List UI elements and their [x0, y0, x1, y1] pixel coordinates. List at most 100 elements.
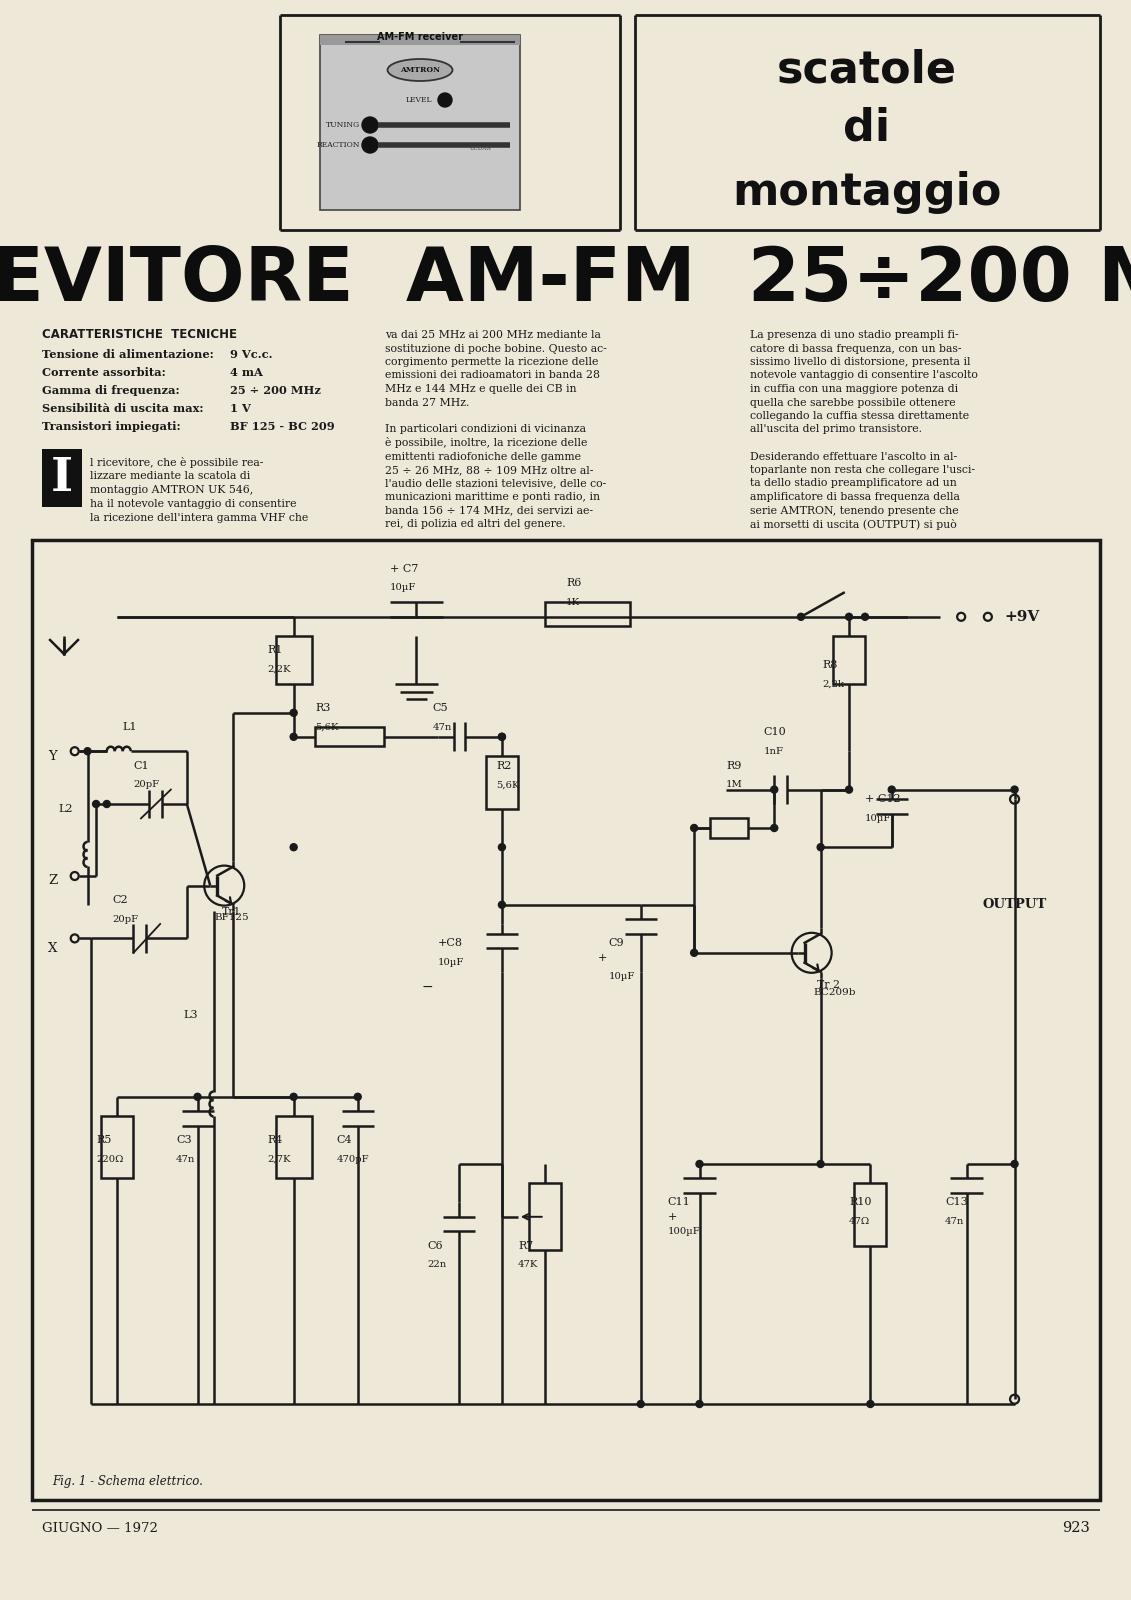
Text: 470pF: 470pF	[336, 1155, 369, 1163]
Text: corgimento permette la ricezione delle: corgimento permette la ricezione delle	[385, 357, 598, 366]
Circle shape	[862, 613, 869, 621]
Text: Z: Z	[48, 874, 58, 888]
Circle shape	[499, 733, 506, 741]
Text: municazioni marittime e ponti radio, in: municazioni marittime e ponti radio, in	[385, 493, 601, 502]
Circle shape	[846, 613, 853, 621]
Text: +9V: +9V	[1004, 610, 1039, 624]
Text: Tensione di alimentazione:: Tensione di alimentazione:	[42, 349, 214, 360]
Text: L3: L3	[183, 1010, 198, 1021]
Text: RICEVITORE  AM-FM  25÷200 MHz: RICEVITORE AM-FM 25÷200 MHz	[0, 243, 1131, 317]
Text: + C12: + C12	[865, 794, 900, 805]
Circle shape	[362, 117, 378, 133]
Circle shape	[93, 800, 100, 808]
Text: C3: C3	[176, 1134, 192, 1146]
Text: CARATTERISTICHE  TECNICHE: CARATTERISTICHE TECNICHE	[42, 328, 238, 341]
Text: sostituzione di poche bobine. Questo ac-: sostituzione di poche bobine. Questo ac-	[385, 344, 606, 354]
Text: +: +	[598, 952, 607, 963]
Circle shape	[792, 933, 831, 973]
Text: notevole vantaggio di consentire l'ascolto: notevole vantaggio di consentire l'ascol…	[750, 371, 978, 381]
Text: ta dello stadio preamplificatore ad un: ta dello stadio preamplificatore ad un	[750, 478, 957, 488]
Text: 1K: 1K	[566, 598, 580, 606]
Text: 9 Vc.c.: 9 Vc.c.	[230, 349, 273, 360]
Text: I: I	[51, 454, 74, 501]
Text: 47n: 47n	[176, 1155, 196, 1163]
Text: 4 mA: 4 mA	[230, 366, 262, 378]
Circle shape	[499, 843, 506, 851]
Text: ha il notevole vantaggio di consentire: ha il notevole vantaggio di consentire	[90, 499, 296, 509]
Text: 5,6K: 5,6K	[497, 781, 520, 789]
Circle shape	[817, 843, 824, 851]
Circle shape	[291, 843, 297, 851]
Text: Desiderando effettuare l'ascolto in al-: Desiderando effettuare l'ascolto in al-	[750, 451, 957, 461]
Text: C9: C9	[608, 938, 624, 949]
Text: banda 27 MHz.: banda 27 MHz.	[385, 397, 469, 408]
Bar	[276, 1117, 312, 1178]
Text: 10µF: 10µF	[390, 584, 416, 592]
Circle shape	[84, 747, 90, 755]
Text: R9: R9	[726, 760, 742, 771]
Text: toparlante non resta che collegare l'usci-: toparlante non resta che collegare l'usc…	[750, 466, 975, 475]
Text: X: X	[48, 941, 58, 955]
Text: l ricevitore, che è possibile rea-: l ricevitore, che è possibile rea-	[90, 456, 264, 467]
Bar	[42, 450, 83, 507]
Text: 1M: 1M	[726, 781, 743, 789]
Text: 20pF: 20pF	[133, 781, 159, 789]
Bar	[320, 35, 520, 45]
Text: BF125: BF125	[214, 914, 249, 922]
Circle shape	[362, 138, 378, 154]
Text: 10µF: 10µF	[608, 973, 636, 981]
Circle shape	[770, 786, 778, 794]
Circle shape	[291, 733, 297, 741]
Text: Gamma di frequenza:: Gamma di frequenza:	[42, 384, 180, 395]
Circle shape	[103, 800, 110, 808]
Text: quella che sarebbe possibile ottenere: quella che sarebbe possibile ottenere	[750, 397, 956, 408]
Bar	[102, 1117, 133, 1178]
Text: R4: R4	[267, 1134, 283, 1146]
Text: R6: R6	[566, 578, 581, 589]
Circle shape	[817, 1160, 824, 1168]
Text: in cuffia con una maggiore potenza di: in cuffia con una maggiore potenza di	[750, 384, 958, 394]
Text: 25 ÷ 26 MHz, 88 ÷ 109 MHz oltre al-: 25 ÷ 26 MHz, 88 ÷ 109 MHz oltre al-	[385, 466, 594, 475]
Text: banda 156 ÷ 174 MHz, dei servizi ae-: banda 156 ÷ 174 MHz, dei servizi ae-	[385, 506, 593, 515]
Text: C13: C13	[946, 1197, 968, 1208]
Text: C11: C11	[667, 1197, 690, 1208]
Text: 923: 923	[1062, 1522, 1090, 1534]
Circle shape	[205, 866, 244, 906]
Text: ai morsetti di uscita (OUTPUT) si può: ai morsetti di uscita (OUTPUT) si può	[750, 518, 957, 530]
Circle shape	[291, 709, 297, 717]
Text: 22n: 22n	[428, 1261, 447, 1269]
Text: 1nF: 1nF	[763, 747, 784, 755]
Text: 10µF: 10µF	[438, 958, 464, 966]
Text: 1 V: 1 V	[230, 403, 251, 413]
Text: C4: C4	[336, 1134, 352, 1146]
Text: 2,7K: 2,7K	[267, 1155, 291, 1163]
Text: Y: Y	[48, 749, 57, 763]
Text: 100µF: 100µF	[667, 1227, 700, 1235]
Text: UCDAN: UCDAN	[470, 146, 492, 150]
Text: L1: L1	[123, 722, 137, 733]
Text: −: −	[422, 979, 433, 994]
Text: R1: R1	[267, 645, 283, 656]
Text: Tr1: Tr1	[222, 907, 242, 917]
Bar	[545, 602, 630, 626]
Text: all'uscita del primo transistore.: all'uscita del primo transistore.	[750, 424, 922, 435]
Text: + C7: + C7	[390, 563, 418, 574]
Text: l'audio delle stazioni televisive, delle co-: l'audio delle stazioni televisive, delle…	[385, 478, 606, 488]
Circle shape	[438, 93, 452, 107]
Text: L2: L2	[59, 803, 74, 814]
Circle shape	[846, 786, 853, 794]
Text: +C8: +C8	[438, 938, 463, 949]
Text: rei, di polizia ed altri del genere.: rei, di polizia ed altri del genere.	[385, 518, 566, 530]
Circle shape	[696, 1400, 703, 1408]
Text: amplificatore di bassa frequenza della: amplificatore di bassa frequenza della	[750, 493, 960, 502]
Text: è possibile, inoltre, la ricezione delle: è possibile, inoltre, la ricezione delle	[385, 437, 587, 448]
Text: 47n: 47n	[946, 1218, 965, 1226]
Text: R5: R5	[96, 1134, 112, 1146]
Text: In particolari condizioni di vicinanza: In particolari condizioni di vicinanza	[385, 424, 586, 435]
Text: 20pF: 20pF	[112, 915, 138, 923]
Circle shape	[866, 1400, 874, 1408]
Bar	[486, 757, 518, 810]
Text: MHz e 144 MHz e quelle dei CB in: MHz e 144 MHz e quelle dei CB in	[385, 384, 577, 394]
Text: Sensibilità di uscita max:: Sensibilità di uscita max:	[42, 403, 204, 413]
Circle shape	[770, 824, 778, 832]
